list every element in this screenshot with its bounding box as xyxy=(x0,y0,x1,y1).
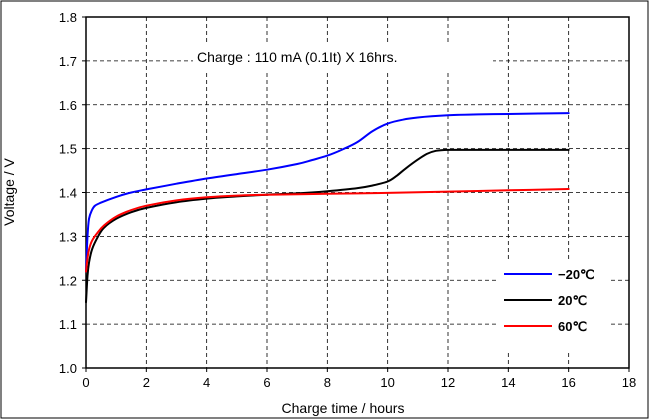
series-lines xyxy=(85,112,570,304)
y-tick-label: 1.2 xyxy=(59,273,77,288)
y-tick-label: 1.0 xyxy=(59,361,77,376)
series-line-2 xyxy=(85,148,570,304)
y-tick-label: 1.1 xyxy=(59,317,77,332)
legend: −20℃ 20℃ 60℃ xyxy=(504,267,595,334)
annotation-text: Charge : 110 mA (0.1It) X 16hrs. xyxy=(197,49,398,65)
legend-label-2: 20℃ xyxy=(558,293,587,308)
x-tick-label: 6 xyxy=(263,375,270,390)
y-tick-label: 1.8 xyxy=(59,10,77,25)
y-tick-label: 1.7 xyxy=(59,54,77,69)
legend-label-3: 60℃ xyxy=(558,319,587,334)
grid xyxy=(86,17,629,368)
series-line-3 xyxy=(85,188,570,273)
legend-label-1: −20℃ xyxy=(558,267,595,282)
x-tick-labels: 0 2 4 6 8 10 12 14 16 18 xyxy=(82,368,636,390)
x-tick-label: 0 xyxy=(82,375,89,390)
y-tick-label: 1.6 xyxy=(59,98,77,113)
x-tick-label: 16 xyxy=(561,375,575,390)
x-tick-label: 18 xyxy=(622,375,636,390)
x-tick-label: 10 xyxy=(380,375,394,390)
y-axis-label: Voltage / V xyxy=(1,157,17,225)
series-line-1 xyxy=(85,112,570,273)
x-tick-label: 14 xyxy=(501,375,515,390)
y-tick-label: 1.5 xyxy=(59,142,77,157)
y-tick-label: 1.4 xyxy=(59,186,77,201)
x-tick-label: 8 xyxy=(324,375,331,390)
y-tick-labels: 1.0 1.1 1.2 1.3 1.4 1.5 1.6 1.7 1.8 xyxy=(59,10,86,376)
y-tick-label: 1.3 xyxy=(59,229,77,244)
x-tick-label: 2 xyxy=(143,375,150,390)
annotation-box xyxy=(193,44,493,70)
x-tick-label: 12 xyxy=(441,375,455,390)
x-axis-label: Charge time / hours xyxy=(282,400,405,416)
x-tick-label: 4 xyxy=(203,375,210,390)
